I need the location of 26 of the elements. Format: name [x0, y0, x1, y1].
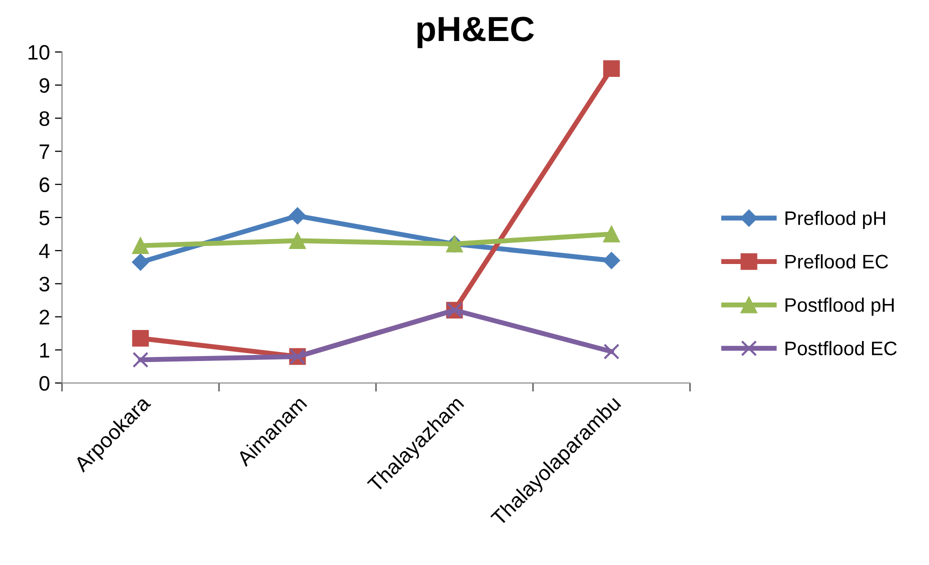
y-tick-label: 5: [39, 210, 50, 226]
legend-label: Postflood pH: [786, 298, 894, 316]
y-tick-label: 9: [40, 78, 50, 93]
y-tick-label: 6: [40, 177, 50, 192]
point: [289, 232, 306, 250]
y-tick-label: 0: [39, 376, 50, 391]
point: [132, 237, 149, 254]
point: [132, 352, 148, 368]
point: [604, 344, 620, 360]
y-tick-label: 10: [28, 45, 50, 60]
point: [132, 330, 149, 347]
chart-title: pH&EC: [417, 16, 534, 48]
y-tick-label: 2: [40, 310, 50, 324]
point: [603, 226, 620, 242]
legend-label: Preflood EC: [786, 254, 888, 269]
legend-label: Postflood EC: [786, 341, 897, 356]
point: [602, 252, 620, 270]
y-tick-label: 1: [40, 343, 50, 358]
y-tick-label: 4: [39, 244, 50, 258]
y-tick-label: 3: [39, 276, 50, 292]
legend-label: Preflood pH: [786, 210, 886, 229]
point: [288, 207, 306, 224]
point: [132, 254, 150, 271]
y-tick-label: 7: [40, 144, 50, 159]
y-tick-label: 8: [40, 111, 50, 126]
point: [603, 60, 620, 77]
